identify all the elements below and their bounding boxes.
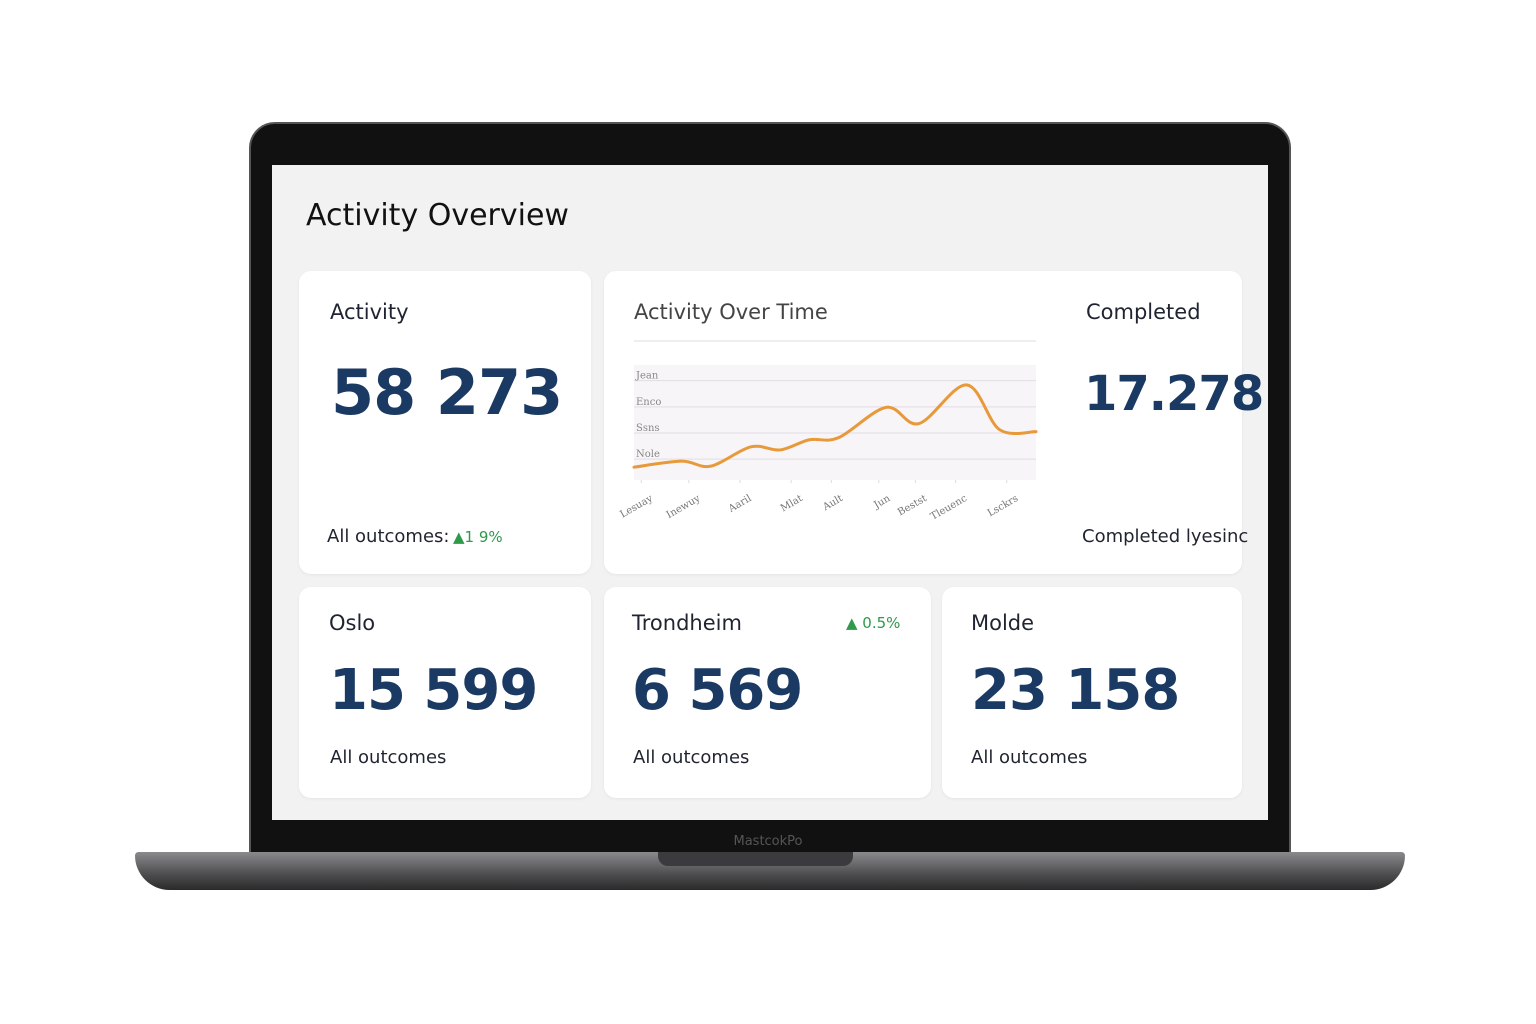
line [632,383,1038,469]
card-change: ▲ 0.5% [846,614,901,632]
y-tick-label: Nole [636,449,660,460]
page-title: Activity Overview [306,198,569,233]
device-label: MastcokPo [733,834,803,849]
card [942,587,1242,798]
card-value: 6 569 [632,658,803,723]
card-label: Oslo [329,611,376,635]
x-tick-label: Jun [871,493,892,512]
x-tick-label: Mlat [779,493,805,514]
card-footer: All outcomes [971,747,1088,768]
card-footer: All outcomes [633,747,750,768]
card-footer: All outcomes [330,747,447,768]
card-label: Activity [330,300,409,324]
card [604,587,931,798]
x-tick-label: Tleuenc [929,493,970,523]
x-tick-label: Bestst [896,493,929,518]
y-tick-label: Enco [636,397,661,408]
card-footer: Completed lyesinc [1082,526,1249,547]
card-label: Completed [1086,300,1201,324]
card-value: 15 599 [329,658,538,723]
card-value: 58 273 [331,356,563,429]
card-value: 17.278 [1084,366,1264,422]
y-tick-label: Ssns [636,423,660,434]
notch [658,852,853,866]
y-tick-label: Jean [635,371,659,382]
card-value: 23 158 [971,658,1180,723]
card-label: Trondheim [632,611,742,635]
chart-title: Activity Over Time [634,300,828,324]
card-change: ▲1 9% [453,528,503,546]
card [299,587,591,798]
x-tick-label: Lesuay [618,493,655,521]
card [299,271,591,574]
card-footer: All outcomes: [327,526,450,547]
x-tick-label: Aaril [726,493,753,515]
x-tick-label: Inewuy [665,493,703,521]
x-tick-label: Lsckrs [986,493,1020,519]
line-chart: Jean Enco Ssns Nole Lesuay Inewuy Aaril Mlat Aul… [618,340,1038,523]
card-label: Molde [971,611,1035,635]
x-tick-label: Ault [820,493,844,513]
